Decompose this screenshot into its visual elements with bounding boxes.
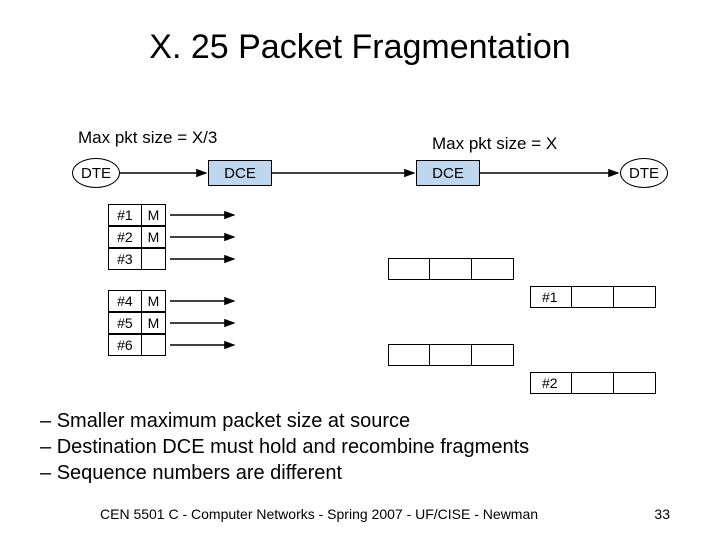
frag-1-m: M [142,205,165,225]
slide-title: X. 25 Packet Fragmentation [0,28,720,67]
dce-left: DCE [208,160,272,186]
frag-2-m: M [142,227,165,247]
frag-3-m [142,249,165,269]
dte-right: DTE [620,158,668,188]
footer-text: CEN 5501 C - Computer Networks - Spring … [100,506,538,522]
frag-3-num: #3 [109,249,142,269]
rx-seg [430,258,472,280]
rx-row-buf2 [388,344,514,366]
rx-seg [388,344,430,366]
frag-row-6: #6 [108,334,166,356]
frag-4-m: M [142,291,165,311]
right-max-label: Max pkt size = X [432,134,557,154]
rx-seg [472,258,514,280]
rx-seg [388,258,430,280]
frag-row-3: #3 [108,248,166,270]
dte-left: DTE [72,158,120,188]
rx-label-2: #2 [542,375,558,391]
dce-right: DCE [416,160,480,186]
bullet-1: Smaller maximum packet size at source [40,408,529,434]
rx-seg [614,372,656,394]
left-max-label: Max pkt size = X/3 [78,128,217,148]
frag-4-num: #4 [109,291,142,311]
page-number: 33 [654,506,670,522]
frag-6-m [142,335,165,355]
rx-seg [572,286,614,308]
rx-seg [430,344,472,366]
rx-row-buf1 [388,258,514,280]
frag-row-2: #2 M [108,226,166,248]
frag-2-num: #2 [109,227,142,247]
bullet-2: Destination DCE must hold and recombine … [40,434,529,460]
frag-6-num: #6 [109,335,142,355]
frag-5-num: #5 [109,313,142,333]
frag-row-4: #4 M [108,290,166,312]
frag-row-1: #1 M [108,204,166,226]
bullet-3: Sequence numbers are different [40,460,529,486]
frag-row-5: #5 M [108,312,166,334]
rx-seg [614,286,656,308]
frag-5-m: M [142,313,165,333]
rx-seg [472,344,514,366]
frag-1-num: #1 [109,205,142,225]
rx-seg [572,372,614,394]
rx-label-1: #1 [542,289,558,305]
bullet-list: Smaller maximum packet size at source De… [40,408,529,486]
